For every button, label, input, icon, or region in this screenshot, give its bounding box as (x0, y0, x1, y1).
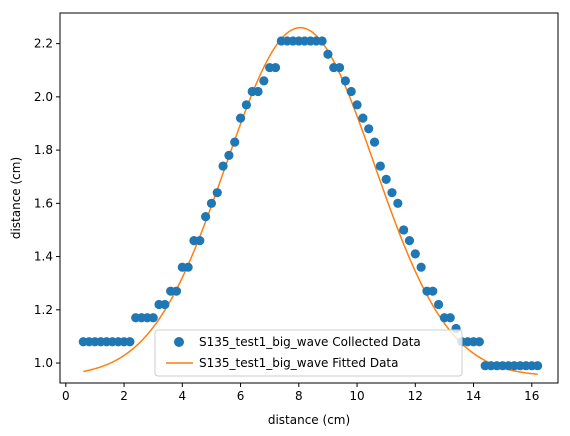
data-point (230, 137, 240, 147)
data-point (340, 76, 350, 86)
data-point (381, 174, 391, 184)
legend-box (154, 329, 463, 377)
x-axis: 0 2 4 6 8 10 12 14 16 (62, 383, 539, 403)
data-point (428, 286, 438, 296)
legend-label-fitted: S135_test1_big_wave Fitted Data (199, 356, 398, 370)
data-point (212, 188, 222, 198)
data-point (253, 86, 263, 97)
x-tick-label: 6 (237, 389, 245, 403)
data-point (195, 235, 205, 246)
data-point (160, 299, 170, 310)
y-tick-label: 1.6 (34, 196, 53, 210)
data-point (206, 198, 217, 208)
y-axis-label: distance (cm) (9, 157, 23, 239)
data-point (533, 361, 543, 371)
data-point (387, 188, 397, 198)
data-point (183, 262, 193, 272)
data-point (125, 337, 135, 347)
legend-label-collected: S135_test1_big_wave Collected Data (199, 335, 421, 349)
data-point (317, 36, 327, 46)
y-tick-label: 1.0 (34, 356, 53, 370)
data-point (416, 262, 426, 272)
data-point (334, 62, 345, 73)
x-axis-label: distance (cm) (268, 413, 350, 427)
fitted-curve-layer (83, 26, 538, 375)
x-tick-label: 4 (178, 389, 186, 403)
data-point (434, 299, 444, 310)
x-tick-label: 14 (466, 389, 481, 403)
data-point (171, 286, 182, 296)
data-point (474, 337, 484, 347)
y-tick-label: 2.0 (34, 90, 53, 104)
y-tick-label: 1.4 (34, 250, 53, 264)
y-axis: 1.0 1.2 1.4 1.6 1.8 2.0 2.2 (34, 37, 60, 370)
data-point (369, 137, 380, 147)
data-point (445, 313, 455, 323)
data-point (410, 249, 420, 259)
x-tick-label: 2 (120, 389, 128, 403)
data-point (270, 62, 281, 73)
data-point (352, 100, 362, 110)
data-point (404, 235, 415, 246)
y-tick-label: 1.2 (34, 303, 53, 317)
data-point (218, 161, 228, 171)
data-point (358, 113, 368, 123)
legend: S135_test1_big_wave Collected Data S135_… (154, 329, 463, 377)
legend-marker-collected (174, 337, 184, 347)
collected-points-layer (78, 36, 543, 371)
data-point (393, 198, 403, 208)
x-tick-label: 16 (524, 389, 539, 403)
data-point (148, 313, 158, 323)
data-point (259, 76, 269, 86)
y-tick-label: 1.8 (34, 143, 53, 157)
x-tick-label: 8 (295, 389, 303, 403)
x-tick-label: 10 (349, 389, 364, 403)
data-point (235, 113, 246, 123)
data-point (346, 86, 356, 97)
y-tick-label: 2.2 (34, 37, 53, 51)
data-point (241, 100, 251, 110)
data-point (375, 161, 385, 171)
data-point (201, 212, 211, 222)
data-point (364, 124, 374, 134)
data-point (399, 225, 409, 235)
fitted-curve (83, 26, 538, 375)
x-tick-label: 0 (62, 389, 70, 403)
x-tick-label: 12 (408, 389, 423, 403)
data-point (323, 49, 333, 59)
plot-frame (59, 12, 559, 384)
data-point (224, 150, 234, 161)
